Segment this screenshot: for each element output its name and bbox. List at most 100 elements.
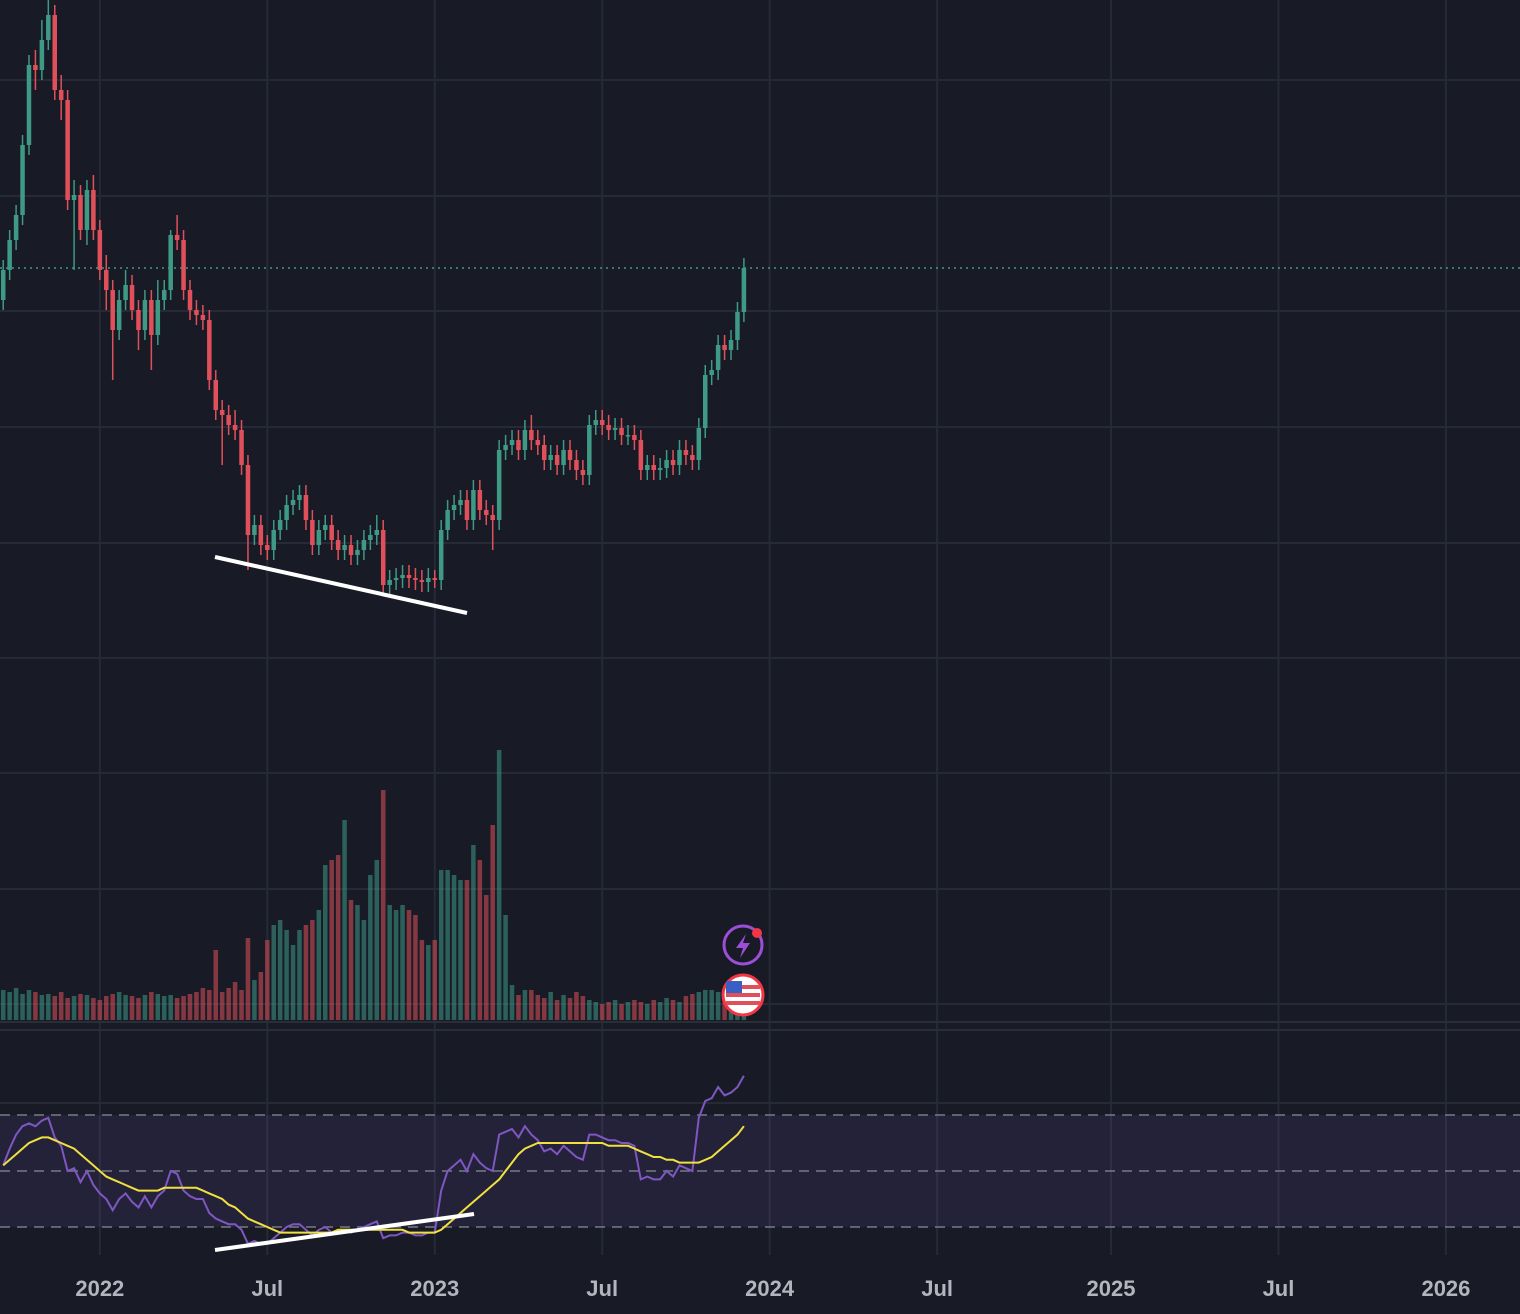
candle-body (709, 370, 714, 375)
candle-body (541, 445, 547, 460)
candle-body (496, 450, 502, 520)
volume-bar (232, 982, 238, 1020)
volume-bar (638, 1002, 644, 1020)
volume-bar (342, 820, 347, 1020)
volume-bar (284, 930, 289, 1020)
candle-body (245, 465, 251, 535)
volume-bar (65, 998, 70, 1020)
candle-body (419, 580, 425, 582)
volume-bar (548, 992, 553, 1020)
volume-bar (554, 1000, 560, 1020)
price-pane (0, 0, 1520, 1020)
volume-bar (561, 995, 566, 1020)
volume-bar (445, 870, 450, 1020)
candle-body (284, 505, 289, 520)
candle-body (690, 455, 695, 460)
candle-body (149, 300, 154, 335)
candle-body (33, 65, 38, 70)
volume-bar (245, 938, 251, 1020)
candle-body (277, 520, 283, 530)
candle-body (290, 500, 296, 505)
candle-body (297, 495, 302, 500)
volume-bar (258, 972, 264, 1020)
candle-body (116, 300, 122, 330)
candle-body (168, 235, 173, 290)
volume-bar (516, 995, 521, 1020)
volume-bar (297, 930, 302, 1020)
candle-body (522, 430, 528, 450)
event-icon[interactable] (722, 924, 764, 966)
volume-bar (625, 1002, 631, 1020)
candle-body (355, 550, 360, 555)
volume-bar (271, 925, 276, 1020)
volume-bar (722, 995, 727, 1020)
candle-body (606, 425, 611, 430)
volume-bar (683, 996, 689, 1020)
candle-body (458, 500, 463, 505)
candle-body (696, 428, 702, 460)
candle-body (406, 575, 412, 578)
x-tick-label: 2022 (75, 1276, 124, 1301)
volume-bar (368, 875, 373, 1020)
volume-bar (58, 992, 64, 1020)
volume-bar (606, 1002, 611, 1020)
candle-body (91, 190, 96, 230)
rsi-pane (0, 1075, 1520, 1246)
x-tick-label: 2026 (1421, 1276, 1470, 1301)
candle-body (136, 310, 141, 330)
volume-bar (226, 988, 231, 1020)
volume-bar (464, 880, 470, 1020)
volume-bar (194, 992, 199, 1020)
volume-bar (335, 855, 341, 1020)
volume-bar (187, 994, 193, 1020)
volume-bar (490, 825, 495, 1020)
trend-line (214, 1212, 475, 1252)
volume-bar (174, 998, 180, 1020)
candle-body (84, 190, 90, 230)
candle-body (323, 525, 328, 530)
trend-line (214, 555, 468, 615)
volume-bar (39, 995, 45, 1020)
candle-body (310, 520, 315, 545)
volume-bar (690, 994, 695, 1020)
volume-bar (355, 905, 360, 1020)
candle-body (232, 425, 238, 430)
candle-body (651, 465, 656, 470)
volume-bar (522, 990, 528, 1020)
volume-bar (149, 992, 154, 1020)
volume-bar (26, 990, 32, 1020)
volume-bar (155, 994, 161, 1020)
volume-bar (632, 1000, 637, 1020)
candle-body (123, 285, 128, 300)
candle-body (142, 300, 148, 330)
volume-bar (574, 992, 579, 1020)
volume-bar (361, 920, 367, 1020)
candle-body (567, 450, 573, 460)
candle-body (657, 468, 663, 470)
volume-bar (432, 940, 437, 1020)
candle-body (722, 345, 727, 350)
candle-body (645, 465, 650, 470)
candle-body (477, 490, 483, 510)
volume-bar (110, 994, 115, 1020)
candle-body (677, 450, 682, 465)
rsi-line (2, 1075, 745, 1246)
candle-body (587, 425, 592, 475)
volume-bar (213, 950, 219, 1020)
candle-body (387, 580, 392, 585)
volume-bar (316, 910, 322, 1020)
volume-bar (136, 998, 141, 1020)
volume-bar (290, 945, 296, 1020)
volume-bar (277, 920, 283, 1020)
candle-body (580, 470, 586, 475)
candle-body (561, 450, 566, 465)
volume-bar (116, 992, 122, 1020)
candle-body (207, 320, 212, 380)
candle-body (213, 380, 219, 410)
candle-body (632, 435, 637, 440)
x-tick-label: Jul (921, 1276, 953, 1301)
candle-body (258, 525, 264, 545)
candle-body (554, 455, 560, 465)
economic-event-icon[interactable] (721, 973, 765, 1017)
